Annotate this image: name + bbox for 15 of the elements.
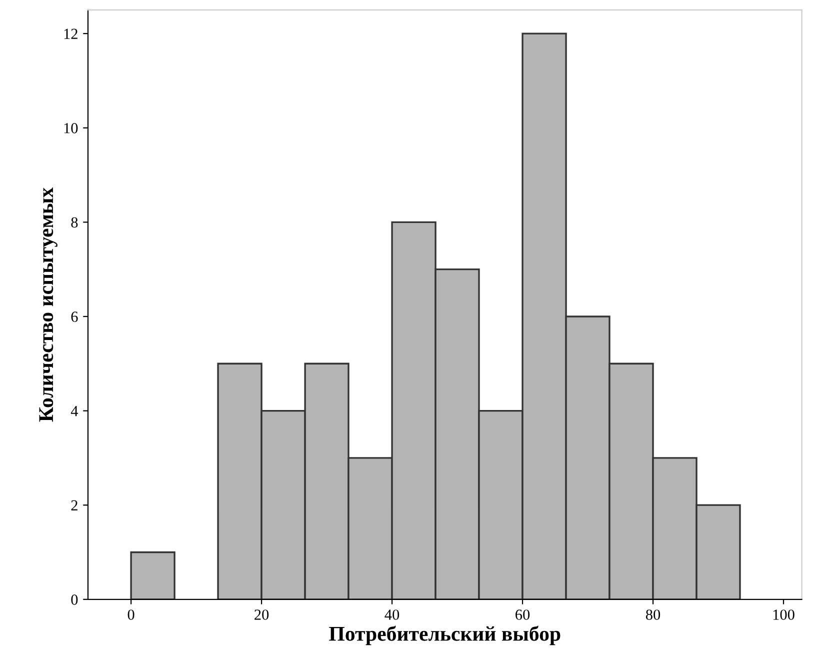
y-tick-label: 6 — [71, 312, 78, 322]
y-tick-label: 10 — [64, 123, 78, 134]
y-tick-label: 8 — [71, 217, 78, 228]
x-tick-label: 40 — [384, 610, 400, 620]
x-tick-label: 80 — [646, 610, 660, 620]
y-tick-label: 4 — [70, 406, 78, 416]
x-tick-label: 60 — [516, 610, 530, 620]
x-axis-title: Потребительский выбор — [329, 626, 560, 646]
y-tick-label: 0 — [71, 594, 78, 605]
x-tick-label: 100 — [773, 610, 794, 620]
y-tick-label: 2 — [71, 500, 78, 510]
y-axis-title: Количество испытуемых — [39, 187, 58, 422]
y-tick-label: 12 — [64, 28, 78, 39]
x-tick-label: 20 — [254, 610, 269, 620]
x-tick-label: 0 — [128, 610, 134, 620]
